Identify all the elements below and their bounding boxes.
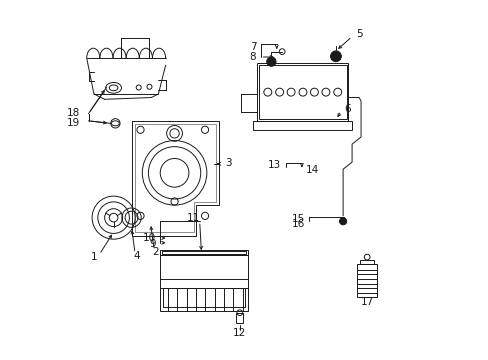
Bar: [160, 255, 247, 311]
Text: 9: 9: [149, 239, 155, 249]
Text: 5: 5: [356, 29, 362, 39]
Text: 1: 1: [90, 252, 97, 262]
Bar: [160, 250, 247, 255]
Text: 17: 17: [360, 297, 373, 307]
Text: 6: 6: [344, 104, 350, 114]
Text: 8: 8: [249, 52, 256, 62]
Text: 19: 19: [67, 118, 80, 128]
Bar: [253, 121, 351, 130]
Text: 4: 4: [133, 251, 140, 261]
Text: 2: 2: [152, 247, 159, 257]
Text: 18: 18: [67, 108, 80, 118]
Text: 7: 7: [249, 42, 256, 51]
Text: 11: 11: [186, 213, 199, 223]
Text: 10: 10: [142, 233, 155, 243]
Circle shape: [330, 51, 341, 62]
Text: 16: 16: [291, 220, 304, 229]
Bar: [257, 63, 348, 121]
Bar: [258, 65, 346, 119]
Text: 14: 14: [305, 165, 319, 175]
Bar: [163, 288, 244, 307]
Bar: [236, 313, 243, 323]
Circle shape: [339, 218, 346, 225]
Text: 15: 15: [291, 214, 304, 224]
Bar: [357, 264, 376, 297]
Bar: [359, 260, 373, 264]
Bar: [162, 251, 246, 253]
Text: 3: 3: [224, 158, 231, 168]
Text: 12: 12: [233, 328, 246, 338]
Circle shape: [266, 57, 276, 66]
Text: 13: 13: [267, 160, 281, 170]
